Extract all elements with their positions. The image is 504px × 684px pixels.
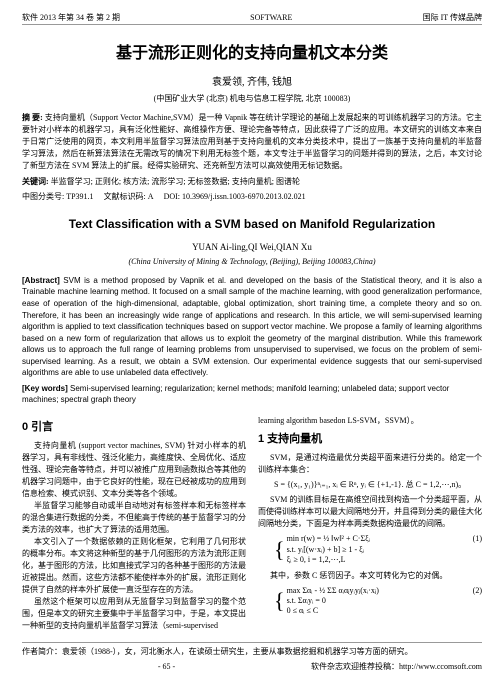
formula-2c: 0 ≤ αᵢ ≤ C — [287, 606, 319, 615]
kw-cn-label: 关键词: — [22, 177, 51, 186]
clc-number: 中图分类号: TP391.1 — [22, 191, 94, 202]
formula-1a: min r(w) = ½ ‖w‖² + C·Σξᵢ — [287, 534, 370, 543]
keywords-english: [Key words] Semi-supervised learning; re… — [22, 383, 482, 405]
doi: DOI: 10.3969/j.issn.1003-6970.2013.02.02… — [164, 191, 306, 202]
intro-p4: 虽然这个框架可以应用到从无监督学习到监督学习的整个范围，但是本文的研究主要集中于… — [22, 596, 246, 632]
abstract-english: [Abstract] SVM is a method proposed by V… — [22, 275, 482, 379]
right-column: learning algorithm basedon LS-SVM，SSVM）。… — [258, 415, 482, 632]
affiliation-english: (China University of Mining & Technology… — [22, 256, 482, 267]
formula-2b: s.t. Σαᵢyᵢ = 0 — [287, 596, 326, 605]
abstract-cn-text: 支持向量机（Support Vector Machine,SVM）是一种 Vap… — [22, 113, 482, 170]
header-right: 国际 IT 传媒品牌 — [423, 12, 482, 23]
formula-set-defn: S = {(x₁, y₁)}ⁿᵢ₌₁, xᵢ ∈ Rⁿ, yᵢ ∈ {+1,-1… — [274, 480, 482, 490]
affiliation-chinese: (中国矿业大学 (北京) 机电与信息工程学院, 北京 100083) — [22, 93, 482, 104]
kw-en-text: Semi-supervised learning; regularization… — [22, 384, 449, 404]
eq-num-2: (2) — [473, 586, 482, 596]
abstract-en-text: SVM is a method proposed by Vapnik et al… — [22, 276, 482, 378]
formula-1c: ξᵢ ≥ 0, i = 1,2,⋯,L — [287, 555, 346, 564]
right-col-continuation: learning algorithm basedon LS-SVM，SSVM）。 — [258, 415, 482, 427]
abstract-en-label: [Abstract] — [22, 276, 63, 285]
intro-p2: 半监督学习能够自动或半自动地对有标签样本和无标签样本的混合集进行数据的分类，不但… — [22, 500, 246, 536]
page-header: 软件 2013 年第 34 卷 第 2 期 SOFTWARE 国际 IT 传媒品… — [22, 12, 482, 25]
submission-note: 软件杂志欢迎推荐投稿：http://www.ccomsoft.com — [311, 661, 482, 672]
footer: 作者简介：袁爱领（1988-），女，河北衡水人，在读硕士研究生，主要从事数据挖掘… — [22, 642, 482, 672]
abstract-chinese: 摘 要: 支持向量机（Support Vector Machine,SVM）是一… — [22, 112, 482, 172]
meta-row: 中图分类号: TP391.1 文献标识码: A DOI: 10.3969/j.i… — [22, 191, 482, 202]
svm-p2: SVM 的训练目标是在高维空间找到构造一个分类超平面，从而使得训练样本可以最大间… — [258, 494, 482, 530]
left-column: 0 引言 支持向量机 (support vector machines, SVM… — [22, 415, 246, 632]
title-chinese: 基于流形正则化的支持向量机文本分类 — [22, 43, 482, 65]
formula-1b: s.t. yᵢ[(w·xᵢ) + b] ≥ 1 - ξᵢ — [287, 545, 365, 554]
intro-p1: 支持向量机 (support vector machines, SVM) 针对小… — [22, 440, 246, 500]
kw-cn-text: 半监督学习; 正则化; 核方法; 流形学习; 无标签数据; 支持向量机; 图谱轮 — [51, 177, 300, 186]
formula-2: { max Σαᵢ - ½ ΣΣ αᵢαⱼyᵢyⱼ(xᵢ·xⱼ) s.t. Σα… — [274, 586, 482, 617]
abstract-cn-label: 摘 要: — [22, 113, 45, 122]
doc-code: 文献标识码: A — [104, 191, 154, 202]
kw-en-label: [Key words] — [22, 384, 70, 393]
author-bio: 作者简介：袁爱领（1988-），女，河北衡水人，在读硕士研究生，主要从事数据挖掘… — [22, 646, 482, 657]
two-column-body: 0 引言 支持向量机 (support vector machines, SVM… — [22, 415, 482, 632]
formula-1: { min r(w) = ½ ‖w‖² + C·Σξᵢ s.t. yᵢ[(w·x… — [274, 534, 482, 565]
formula-2a: max Σαᵢ - ½ ΣΣ αᵢαⱼyᵢyⱼ(xᵢ·xⱼ) — [287, 586, 379, 595]
page-number: - 65 - — [158, 661, 175, 672]
authors-english: YUAN Ai-ling,QI Wei,QIAN Xu — [22, 241, 482, 254]
authors-chinese: 袁爱领, 齐伟, 钱旭 — [22, 76, 482, 90]
eq-num-1: (1) — [473, 534, 482, 544]
header-center: SOFTWARE — [250, 12, 292, 23]
svm-p1: SVM，是通过构造最优分类超平面来进行分类的。给定一个训练样本集合： — [258, 452, 482, 476]
intro-p3: 本文引入了一个数据依赖的正则化框架，它利用了几何形状的概率分布。本文将这种新型的… — [22, 536, 246, 596]
section-0-heading: 0 引言 — [22, 419, 246, 436]
title-english: Text Classification with a SVM based on … — [22, 216, 482, 233]
header-left: 软件 2013 年第 34 卷 第 2 期 — [22, 12, 120, 23]
keywords-chinese: 关键词: 半监督学习; 正则化; 核方法; 流形学习; 无标签数据; 支持向量机… — [22, 176, 482, 187]
section-1-heading: 1 支持向量机 — [258, 431, 482, 448]
svm-p3: 其中，参数 C 惩罚因子。本文可转化为它的对偶。 — [258, 570, 482, 582]
